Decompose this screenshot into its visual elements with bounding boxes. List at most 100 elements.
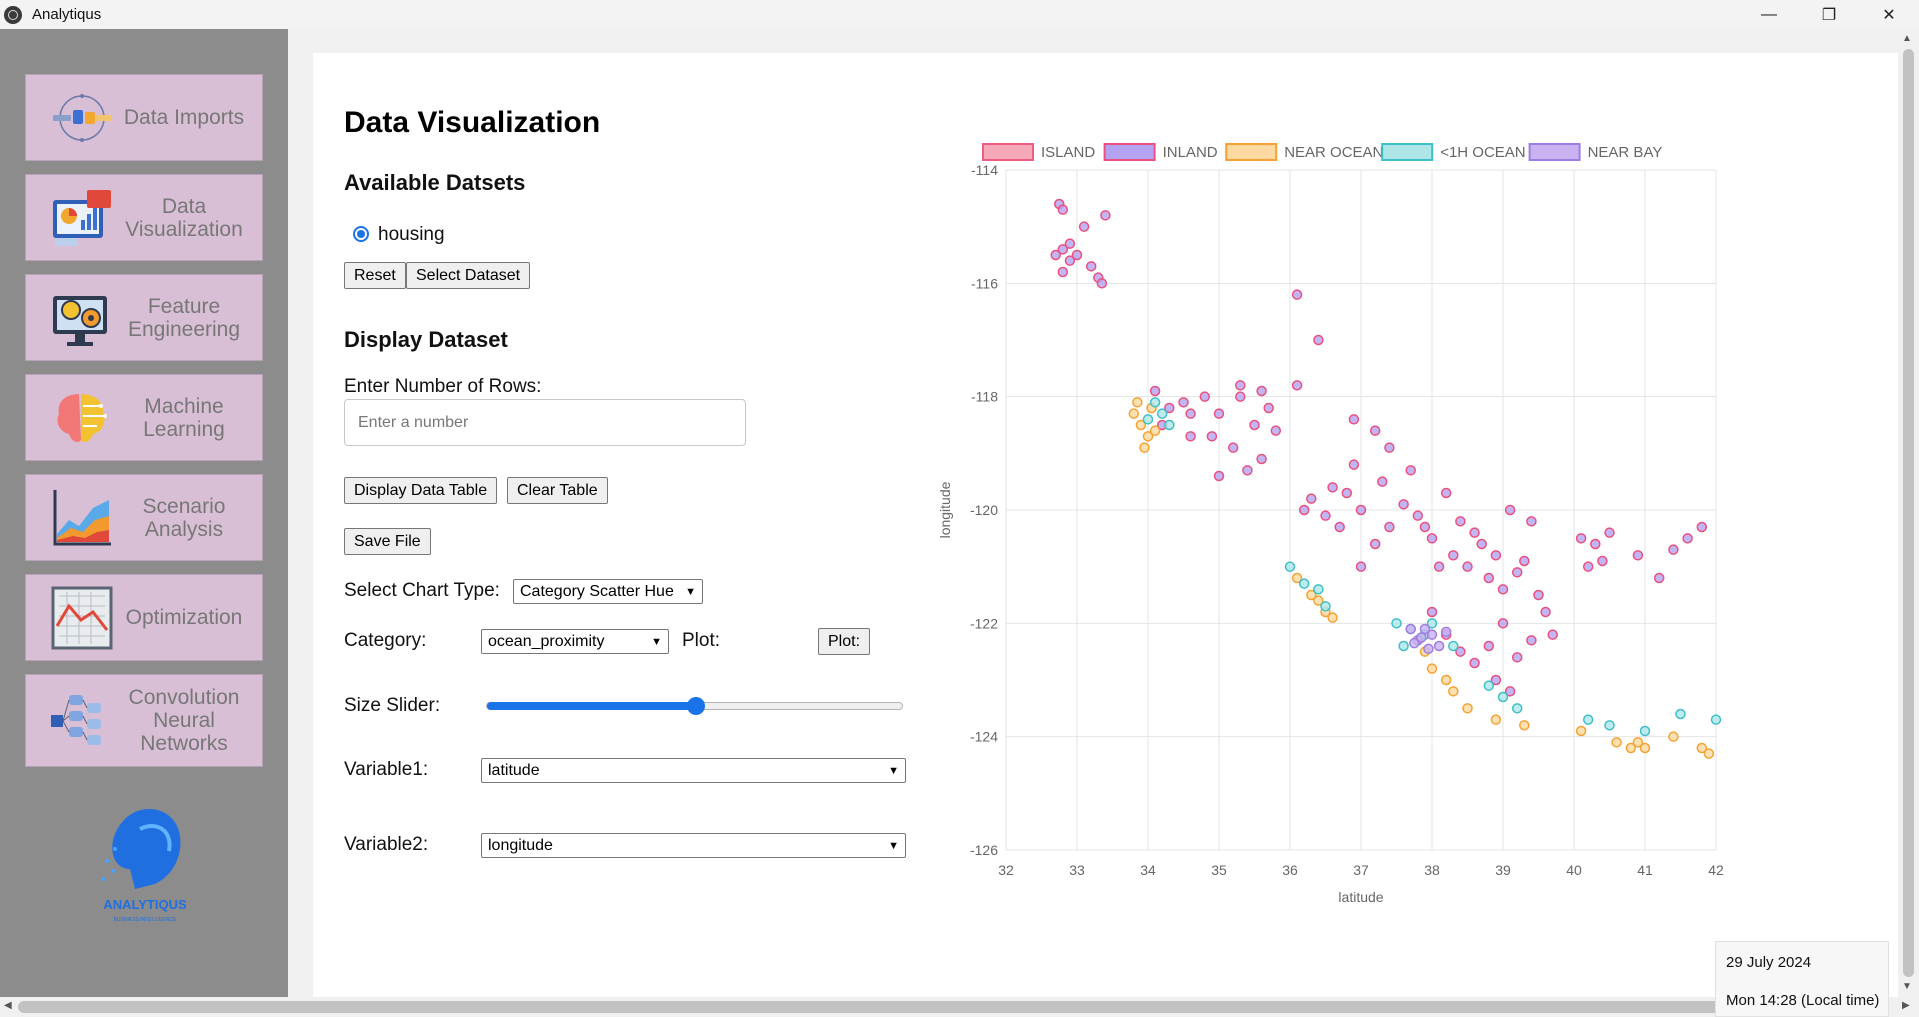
legend-swatch <box>982 143 1034 161</box>
data-point <box>1625 742 1637 754</box>
data-point <box>1391 618 1402 629</box>
data-point <box>1057 204 1069 215</box>
scroll-down-icon[interactable]: ▼ <box>1902 981 1912 992</box>
data-point <box>1291 380 1303 391</box>
horizontal-scrollbar[interactable]: ◀ ▶ <box>0 997 1919 1017</box>
vertical-scrollbar-thumb[interactable] <box>1903 49 1914 977</box>
data-point <box>1426 663 1438 674</box>
scroll-left-icon[interactable]: ◀ <box>4 1000 12 1011</box>
y-tick-label: -116 <box>971 275 998 291</box>
maximize-button[interactable]: ❐ <box>1821 6 1837 24</box>
variable1-select[interactable]: latitude ▼ <box>481 758 906 783</box>
x-tick-label: 37 <box>1353 862 1369 878</box>
scatter-chart: 32 33 34 35 36 37 38 39 40 41 42 -114 -116 -118 -120 -1… <box>937 143 1724 905</box>
data-point <box>1448 686 1459 697</box>
size-slider[interactable] <box>486 697 903 715</box>
sidebar-item-data-imports[interactable]: Data Imports <box>25 74 263 161</box>
data-point <box>1135 419 1147 431</box>
sidebar-item-scenario-analysis[interactable]: Scenario Analysis <box>25 474 263 561</box>
variable2-select[interactable]: longitude ▼ <box>481 833 906 858</box>
datetime-tooltip: 29 July 2024 Mon 14:28 (Local time) <box>1715 941 1889 1017</box>
data-point <box>1149 397 1161 408</box>
legend-label: NEAR BAY <box>1588 144 1663 161</box>
brain-icon <box>48 384 116 452</box>
data-point <box>1533 589 1544 601</box>
minimize-button[interactable]: — <box>1761 5 1777 23</box>
data-point <box>1178 397 1189 408</box>
x-tick-label: 32 <box>998 862 1014 878</box>
data-point <box>1426 618 1438 629</box>
save-file-button[interactable]: Save File <box>344 528 431 555</box>
sidebar-item-machine-learning[interactable]: Machine Learning <box>25 374 263 461</box>
data-point <box>1369 538 1381 550</box>
data-point <box>1139 442 1150 453</box>
sidebar-item-data-visualization[interactable]: Data Visualization <box>25 174 263 261</box>
data-point <box>1497 691 1509 703</box>
data-point <box>1306 589 1317 601</box>
legend-label: NEAR OCEAN <box>1284 144 1383 161</box>
data-point <box>1149 385 1161 397</box>
data-point <box>1675 708 1686 720</box>
data-point <box>1291 572 1303 584</box>
x-tick-label: 34 <box>1140 862 1156 878</box>
data-point <box>1156 408 1168 419</box>
data-point <box>1064 255 1076 266</box>
plot-label: Plot: <box>682 630 721 651</box>
neural-network-icon <box>48 687 116 755</box>
data-point <box>1604 527 1615 538</box>
page-title: Data Visualization <box>344 106 601 139</box>
sidebar: Data Imports Data Visualization <box>0 29 288 997</box>
data-point <box>1132 397 1143 408</box>
chart-type-select[interactable]: Category Scatter Hue ▼ <box>513 579 703 604</box>
size-slider-thumb[interactable] <box>686 697 705 715</box>
sidebar-item-feature-engineering[interactable]: Feature Engineering <box>25 274 263 361</box>
data-point <box>1409 637 1420 649</box>
data-point <box>1256 453 1267 465</box>
dataset-option-label: housing <box>378 224 445 245</box>
select-dataset-button[interactable]: Select Dataset <box>406 262 531 289</box>
data-point <box>1355 504 1367 516</box>
dataset-radio-housing[interactable] <box>353 226 369 242</box>
data-point <box>1348 459 1360 470</box>
sidebar-item-cnn[interactable]: Convolution Neural Networks <box>25 674 263 767</box>
size-slider-label: Size Slider: <box>344 695 441 716</box>
data-point <box>1497 618 1509 629</box>
display-data-table-button[interactable]: Display Data Table <box>344 477 498 504</box>
data-point <box>1639 742 1651 754</box>
data-point <box>1164 419 1175 431</box>
chevron-down-icon: ▼ <box>685 585 696 598</box>
sidebar-item-optimization[interactable]: Optimization <box>25 574 263 661</box>
rows-input[interactable] <box>344 399 746 446</box>
plot-button[interactable]: Plot: <box>818 628 871 655</box>
vertical-scrollbar[interactable]: ▲ ▼ <box>1898 29 1919 997</box>
data-point <box>1341 487 1353 499</box>
data-point <box>1199 391 1211 402</box>
reset-button[interactable]: Reset <box>344 262 406 289</box>
horizontal-scrollbar-thumb[interactable] <box>18 1001 1868 1013</box>
data-point <box>1455 516 1466 527</box>
x-axis-label: latitude <box>1338 889 1383 905</box>
data-point <box>1582 561 1594 572</box>
data-point <box>1334 521 1345 533</box>
clear-table-button[interactable]: Clear Table <box>507 477 608 504</box>
data-point <box>1071 249 1083 261</box>
data-point <box>1249 419 1260 431</box>
data-point <box>1405 623 1416 635</box>
data-point <box>1291 289 1303 300</box>
data-point <box>1440 674 1452 686</box>
data-point <box>1419 623 1431 635</box>
svg-text:ANALYTIQUS: ANALYTIQUS <box>103 897 187 912</box>
data-point <box>1575 725 1587 737</box>
data-point <box>1149 425 1161 436</box>
category-select[interactable]: ocean_proximity ▼ <box>481 629 669 654</box>
scroll-right-icon[interactable]: ▶ <box>1902 1000 1910 1011</box>
data-point <box>1448 550 1459 561</box>
scroll-up-icon[interactable]: ▲ <box>1902 33 1912 44</box>
close-button[interactable]: ✕ <box>1882 6 1896 24</box>
x-tick-label: 38 <box>1424 862 1440 878</box>
dashboard-chart-icon <box>48 184 116 252</box>
data-point <box>1504 504 1516 516</box>
data-point <box>1511 567 1523 578</box>
data-point <box>1419 521 1431 533</box>
x-tick-label: 35 <box>1211 862 1227 878</box>
